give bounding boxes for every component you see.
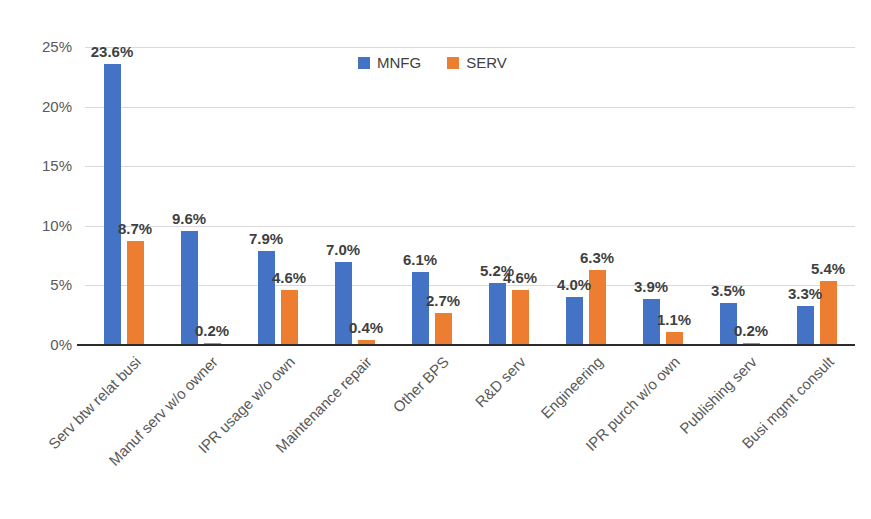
data-label: 9.6% — [157, 210, 221, 228]
bar-mnfg — [258, 251, 275, 345]
data-label: 1.1% — [642, 311, 706, 329]
gridline — [85, 107, 855, 108]
data-label: 5.4% — [796, 260, 860, 278]
data-label: 7.0% — [311, 241, 375, 259]
x-category-label: Engineering — [466, 353, 605, 492]
data-label: 6.3% — [565, 249, 629, 267]
x-axis-line — [77, 344, 855, 346]
legend-label: MNFG — [377, 54, 421, 71]
bar-serv — [281, 290, 298, 345]
legend-label: SERV — [466, 54, 507, 71]
x-category-label: Serv btw relat busi — [4, 353, 143, 492]
legend-entry-serv: SERV — [447, 54, 507, 71]
bar-mnfg — [489, 283, 506, 345]
y-tick-label: 5% — [20, 276, 72, 294]
data-label: 7.9% — [234, 230, 298, 248]
x-category-label: IPR purch w/o own — [543, 353, 682, 492]
data-label: 3.3% — [773, 285, 837, 303]
gridline — [85, 47, 855, 48]
bar-serv — [127, 241, 144, 345]
bar-serv — [435, 313, 452, 345]
gridline — [85, 166, 855, 167]
x-category-label: Manuf serv w/o owner — [81, 353, 220, 492]
data-label: 0.2% — [719, 322, 783, 340]
data-label: 4.6% — [257, 269, 321, 287]
legend-swatch-serv-icon — [447, 57, 459, 69]
data-label: 2.7% — [411, 292, 475, 310]
data-label: 6.1% — [388, 251, 452, 269]
data-label: 23.6% — [80, 43, 144, 61]
bar-mnfg — [104, 64, 121, 345]
data-label: 3.5% — [696, 282, 760, 300]
data-label: 0.2% — [180, 322, 244, 340]
y-tick-label: 0% — [20, 336, 72, 354]
data-label: 4.0% — [542, 276, 606, 294]
x-category-label: Publishing serv — [620, 353, 759, 492]
x-category-label: IPR usage w/o own — [158, 353, 297, 492]
y-tick-label: 25% — [20, 38, 72, 56]
legend-swatch-mnfg-icon — [358, 57, 370, 69]
y-tick-label: 20% — [20, 98, 72, 116]
bar-mnfg — [797, 306, 814, 345]
x-category-label: R&D serv — [389, 353, 528, 492]
legend: MNFG SERV — [358, 54, 533, 71]
x-category-label: Maintenance repair — [235, 353, 374, 492]
y-tick-label: 15% — [20, 157, 72, 175]
bar-mnfg — [566, 297, 583, 345]
x-category-label: Busi mgmt consult — [697, 353, 836, 492]
bar-chart: 0%5%10%15%20%25% 23.6%8.7%9.6%0.2%7.9%4.… — [0, 0, 871, 519]
y-tick-label: 10% — [20, 217, 72, 235]
data-label: 0.4% — [334, 319, 398, 337]
legend-entry-mnfg: MNFG — [358, 54, 421, 71]
bar-serv — [512, 290, 529, 345]
x-category-label: Other BPS — [312, 353, 451, 492]
data-label: 3.9% — [619, 278, 683, 296]
